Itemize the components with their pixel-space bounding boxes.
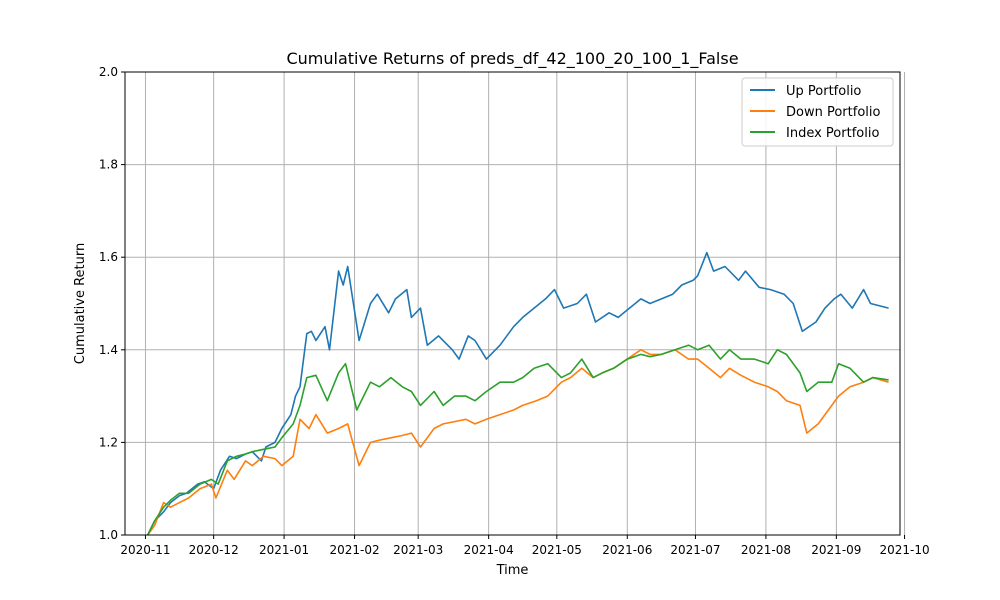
series-line-up-portfolio: [146, 251, 889, 536]
x-tick-label: 2021-05: [532, 543, 582, 557]
legend-label-up-portfolio: Up Portfolio: [786, 84, 861, 99]
x-tick-label: 2021-08: [741, 543, 791, 557]
x-tick-label: 2020-11: [120, 543, 170, 557]
x-tick-label: 2020-12: [189, 543, 239, 557]
legend-label-down-portfolio: Down Portfolio: [786, 105, 880, 120]
plot-frame: [124, 71, 901, 536]
x-axis-label: Time: [496, 563, 529, 578]
legend-label-index-portfolio: Index Portfolio: [786, 126, 879, 141]
series-lines: [146, 251, 889, 536]
y-axis: 1.0 1.2 1.4 1.6 1.8 2.0: [99, 65, 125, 542]
x-tick-label: 2021-02: [329, 543, 379, 557]
x-tick-label: 2021-03: [393, 543, 443, 557]
y-tick-label: 1.8: [99, 158, 118, 172]
legend-box: [741, 77, 894, 147]
series-line-down-portfolio: [147, 348, 889, 536]
x-axis: 2020-11 2020-12 2021-01 2021-02 2021-03 2021-…: [120, 535, 930, 557]
x-tick-label: 2021-09: [811, 543, 861, 557]
x-tick-label: 2021-07: [670, 543, 720, 557]
y-tick-label: 1.2: [99, 435, 118, 449]
grid: [125, 71, 906, 536]
chart-title: Cumulative Returns of preds_df_42_100_20…: [286, 49, 738, 69]
y-tick-label: 1.4: [99, 343, 118, 357]
y-tick-label: 1.0: [99, 528, 118, 542]
y-tick-label: 2.0: [99, 65, 118, 79]
legend: Up Portfolio Down Portfolio Index Portfo…: [741, 77, 894, 147]
series-line-index-portfolio: [146, 344, 889, 536]
y-axis-label: Cumulative Return: [73, 243, 88, 364]
y-tick-label: 1.6: [99, 250, 118, 264]
x-tick-label: 2021-04: [464, 543, 514, 557]
x-tick-label: 2021-06: [602, 543, 652, 557]
x-tick-label: 2021-01: [259, 543, 309, 557]
x-tick-label: 2021-10: [879, 543, 929, 557]
